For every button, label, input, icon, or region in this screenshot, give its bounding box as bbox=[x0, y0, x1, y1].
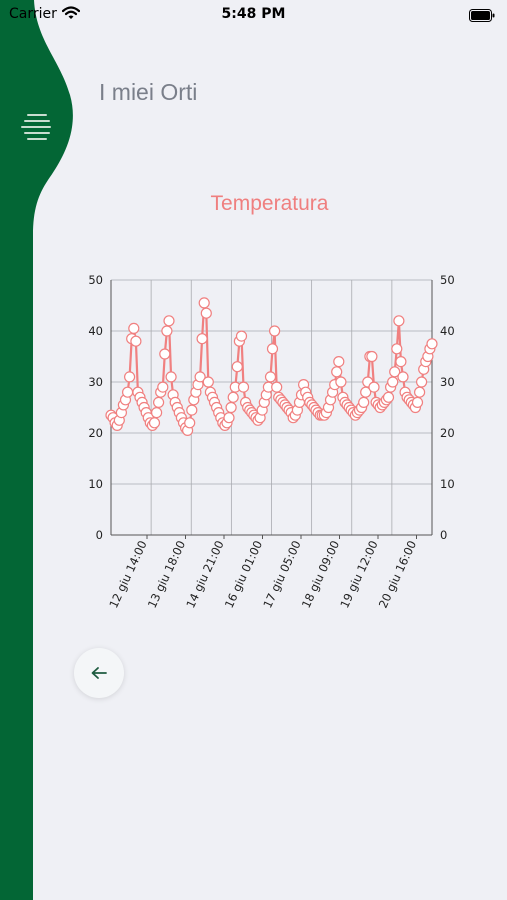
y-tick-label-right: 10 bbox=[440, 477, 455, 491]
data-point bbox=[266, 343, 279, 355]
x-tick-label: 18 giu 09:00 bbox=[299, 538, 342, 610]
x-tick-label: 13 giu 18:00 bbox=[145, 538, 188, 610]
data-point bbox=[387, 376, 399, 388]
x-tick-label: 14 giu 21:00 bbox=[183, 538, 226, 610]
data-point bbox=[225, 401, 237, 414]
y-tick-label-right: 30 bbox=[440, 375, 455, 389]
data-point bbox=[227, 391, 239, 403]
data-point bbox=[200, 307, 212, 319]
data-point bbox=[231, 361, 243, 373]
data-point bbox=[397, 371, 409, 383]
data-point bbox=[358, 396, 370, 408]
y-tick-label-left: 0 bbox=[96, 528, 103, 542]
data-point bbox=[416, 376, 428, 388]
data-point bbox=[184, 417, 196, 429]
status-bar: Carrier 5:48 PM bbox=[0, 0, 507, 30]
page-title: I miei Orti bbox=[99, 79, 198, 105]
back-button[interactable] bbox=[74, 648, 124, 698]
status-time: 5:48 PM bbox=[221, 6, 286, 22]
y-tick-label-left: 40 bbox=[88, 324, 103, 338]
data-point bbox=[411, 396, 424, 408]
data-point bbox=[186, 404, 198, 416]
data-point bbox=[235, 330, 248, 342]
data-point bbox=[121, 386, 134, 398]
arrow-left-icon bbox=[91, 667, 107, 679]
data-point bbox=[148, 417, 161, 429]
data-point bbox=[368, 381, 380, 393]
data-point bbox=[202, 376, 214, 388]
data-point bbox=[331, 366, 343, 378]
data-point bbox=[366, 350, 378, 363]
data-point bbox=[153, 396, 165, 408]
data-point bbox=[130, 335, 142, 347]
data-point bbox=[269, 325, 281, 337]
x-tick-label: 12 giu 14:00 bbox=[106, 538, 149, 610]
y-tick-label-right: 40 bbox=[440, 324, 455, 338]
data-point bbox=[124, 371, 136, 383]
data-point bbox=[163, 315, 175, 327]
menu-lines-icon[interactable] bbox=[21, 112, 53, 140]
data-point bbox=[333, 355, 345, 368]
data-point bbox=[414, 386, 426, 398]
data-point bbox=[223, 412, 235, 424]
x-tick-label: 17 giu 05:00 bbox=[260, 538, 303, 610]
data-point bbox=[159, 348, 171, 360]
data-point bbox=[196, 333, 208, 345]
data-point bbox=[157, 381, 169, 393]
x-tick-label: 19 giu 12:00 bbox=[337, 538, 380, 610]
data-point bbox=[194, 371, 206, 383]
wifi-icon bbox=[61, 5, 81, 24]
y-tick-label-right: 0 bbox=[440, 528, 447, 542]
y-tick-label-left: 50 bbox=[88, 273, 103, 287]
data-point bbox=[360, 386, 372, 398]
y-tick-label-left: 20 bbox=[88, 426, 103, 440]
y-tick-label-left: 30 bbox=[88, 375, 103, 389]
data-point bbox=[393, 315, 405, 327]
chart-title: Temperatura bbox=[210, 192, 329, 215]
data-point bbox=[271, 381, 283, 393]
data-point bbox=[198, 297, 210, 309]
data-point bbox=[151, 407, 163, 419]
data-point bbox=[161, 325, 173, 337]
carrier-label: Carrier bbox=[9, 6, 57, 22]
y-tick-label-left: 10 bbox=[88, 477, 103, 491]
x-tick-label: 20 giu 16:00 bbox=[376, 538, 419, 610]
data-point bbox=[237, 381, 250, 393]
data-point bbox=[335, 376, 347, 388]
data-point bbox=[395, 355, 407, 368]
data-point bbox=[391, 343, 403, 355]
y-tick-label-right: 50 bbox=[440, 273, 455, 287]
data-point bbox=[165, 371, 177, 383]
battery-icon bbox=[469, 7, 495, 26]
data-point bbox=[128, 322, 140, 335]
data-point bbox=[389, 366, 401, 378]
data-point bbox=[426, 338, 438, 350]
y-tick-label-right: 20 bbox=[440, 426, 455, 440]
data-point bbox=[264, 371, 277, 383]
sidebar-background bbox=[0, 0, 73, 900]
data-point bbox=[382, 391, 395, 403]
x-tick-label: 16 giu 01:00 bbox=[222, 538, 265, 610]
